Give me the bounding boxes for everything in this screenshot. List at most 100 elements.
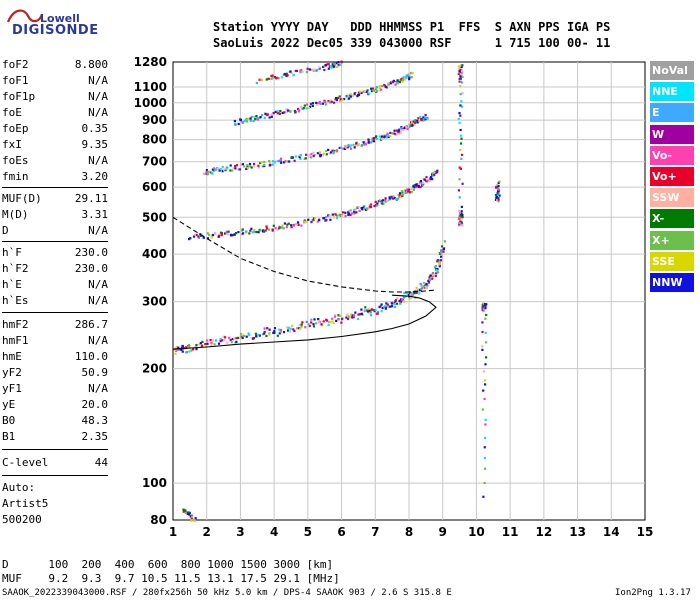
echo-point (251, 231, 254, 234)
echo-point (494, 193, 498, 197)
echo-point (315, 322, 318, 325)
echo-point (395, 302, 399, 305)
echo-point (298, 109, 301, 112)
echo-point (272, 112, 275, 115)
echo-point (205, 169, 208, 172)
echo-point (341, 318, 344, 321)
echo-point (372, 137, 375, 140)
echo-point (235, 164, 239, 167)
echo-point (310, 321, 313, 324)
echo-point (458, 71, 461, 74)
echo-point (397, 129, 401, 132)
echo-point (234, 165, 237, 168)
echo-point (347, 144, 350, 147)
param-row: h`Es N/A (2, 294, 108, 309)
legend-item: Vo- (650, 145, 694, 165)
echo-point (327, 67, 330, 70)
echo-point (387, 83, 390, 86)
y-tick-label: 80 (150, 513, 167, 527)
param-row: foEs N/A (2, 154, 108, 169)
echo-point (289, 327, 292, 330)
echo-point (329, 218, 332, 221)
echo-point (406, 188, 409, 191)
echo-point (293, 159, 296, 162)
echo-point (250, 115, 253, 118)
echo-point (336, 217, 339, 220)
echo-point (458, 121, 461, 124)
echo-point (360, 308, 363, 311)
echo-point (300, 105, 303, 108)
echo-point (383, 134, 386, 137)
echo-point (179, 348, 182, 351)
echo-point (380, 84, 383, 88)
x-tick-label: 7 (371, 525, 379, 539)
param-label: h`E (2, 278, 22, 291)
echo-point (458, 221, 461, 224)
echo-point (190, 519, 193, 522)
echo-point (321, 102, 325, 105)
echo-point (255, 81, 258, 85)
echo-point (378, 86, 381, 89)
echo-point (288, 160, 291, 163)
echo-point (458, 211, 461, 215)
echo-point (313, 217, 317, 220)
echo-point (219, 337, 222, 341)
param-row: B1 2.35 (2, 430, 108, 445)
echo-point (439, 259, 443, 262)
echo-point (360, 91, 363, 95)
echo-point (407, 188, 410, 191)
echo-point (434, 265, 437, 268)
param-row: hmF2 286.7 (2, 318, 108, 333)
param-label: M(D) (2, 208, 29, 221)
echo-point (396, 82, 400, 85)
echo-point (398, 131, 401, 134)
echo-point (340, 321, 343, 324)
echo-point (413, 184, 416, 187)
echo-point (279, 109, 282, 113)
echo-point (458, 112, 461, 115)
param-divider (2, 475, 108, 476)
echo-point (331, 213, 334, 216)
echo-point (367, 308, 370, 311)
echo-trace (173, 240, 446, 355)
echo-point (484, 467, 487, 470)
echo-point (276, 159, 279, 163)
echo-point (252, 120, 255, 123)
echo-point (299, 327, 302, 330)
param-label: foF1p (2, 90, 36, 103)
legend-item: W (650, 124, 694, 144)
echo-point (435, 272, 438, 275)
echo-point (379, 199, 382, 202)
echo-point (366, 89, 369, 92)
echo-point (390, 305, 394, 308)
echo-point (370, 311, 373, 314)
param-label: MUF(D) (2, 192, 42, 205)
echo-point (498, 180, 501, 183)
echo-point (460, 65, 463, 68)
echo-point (497, 200, 500, 203)
echo-point (353, 92, 356, 95)
echo-point (460, 217, 463, 220)
echo-point (180, 346, 183, 350)
echo-point (483, 481, 486, 485)
echo-point (330, 100, 333, 103)
echo-point (483, 457, 486, 460)
echo-point (419, 180, 423, 183)
echo-point (229, 338, 232, 342)
echo-point (273, 327, 277, 330)
echo-point (305, 71, 309, 74)
echo-point (360, 207, 363, 210)
echo-point (188, 238, 191, 241)
x-tick-label: 5 (304, 525, 312, 539)
echo-point (424, 114, 427, 117)
echo-point (299, 157, 302, 160)
param-value: 0.35 (81, 122, 109, 135)
y-tick-label: 500 (142, 210, 167, 224)
echo-point (340, 60, 343, 64)
param-row: C-level 44 (2, 456, 108, 471)
echo-point (357, 313, 360, 316)
echo-point (318, 100, 321, 103)
param-value: 9.35 (81, 138, 109, 151)
echo-point (184, 511, 187, 514)
echo-point (308, 154, 311, 157)
